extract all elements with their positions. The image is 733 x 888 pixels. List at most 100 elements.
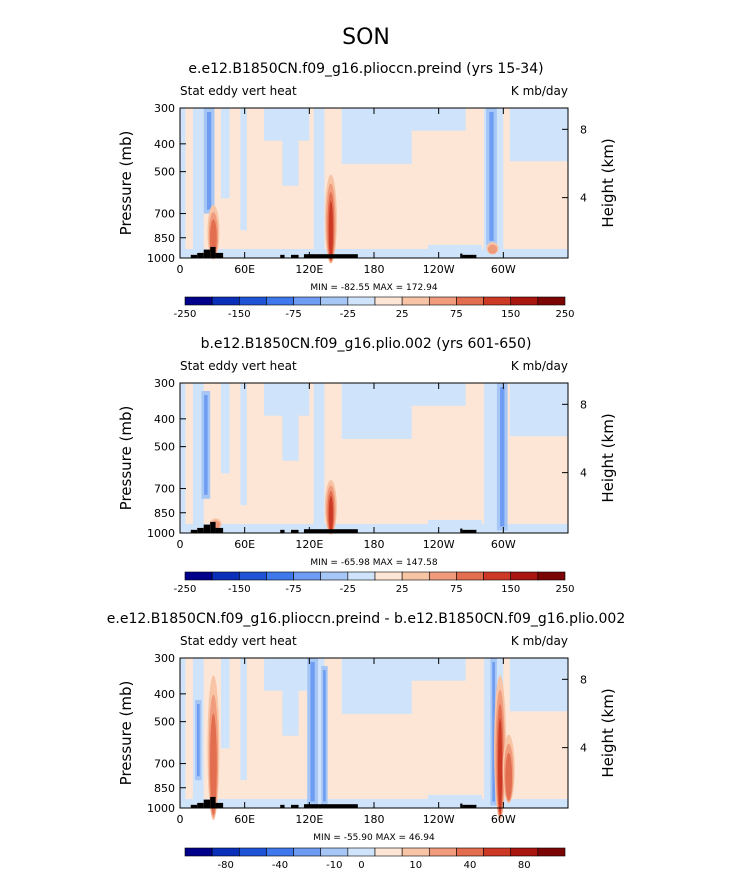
land-block [197, 802, 204, 808]
land-block [462, 529, 477, 533]
contour-region [368, 658, 466, 681]
colorbar-label: 80 [518, 860, 531, 871]
contour-region [509, 383, 568, 437]
y2-tick-label: 8 [580, 673, 587, 686]
min-max-stats: MIN = -65.98 MAX = 147.58 [310, 558, 437, 568]
colorbar-swatch [374, 571, 403, 581]
colorbar-label: 150 [501, 309, 520, 320]
contour-region [509, 658, 568, 712]
colorbar-label: 150 [501, 584, 520, 595]
colorbar-label: -80 [218, 860, 234, 871]
contour-region [368, 108, 466, 131]
x-tick-label: 180 [364, 538, 385, 551]
x-tick-label: 0 [177, 813, 184, 826]
y-tick-label: 400 [154, 138, 175, 151]
y-tick-label: 1000 [147, 527, 175, 540]
land-block [197, 527, 204, 533]
colorbar-label: 0 [358, 860, 364, 871]
y-axis-title: Pressure (mb) [117, 406, 135, 511]
land-block [210, 246, 216, 258]
x-tick-label: 60W [491, 538, 516, 551]
colorbar-swatch [266, 296, 294, 306]
x-tick-label: 60E [234, 263, 255, 276]
y-tick-label: 700 [154, 758, 175, 771]
x-tick-label: 120E [295, 263, 323, 276]
colorbar-swatch [266, 847, 294, 857]
y-tick-label: 700 [154, 208, 175, 221]
y-tick-label: 400 [154, 413, 175, 426]
y-axis-title: Pressure (mb) [117, 681, 135, 786]
land-block [215, 527, 224, 533]
contour-region [192, 108, 204, 258]
land-block [210, 796, 216, 808]
colorbar-swatch [211, 296, 240, 306]
negative-anomaly-core [323, 670, 326, 802]
x-tick-label: 60E [234, 813, 255, 826]
contour-region [313, 108, 325, 258]
y-tick-label: 500 [154, 166, 175, 179]
positive-anomaly [210, 713, 217, 816]
y-tick-label: 1000 [147, 802, 175, 815]
land-block [215, 802, 224, 808]
y2-tick-label: 8 [580, 123, 587, 136]
contour-region [180, 108, 186, 258]
colorbar-label: 40 [464, 860, 477, 871]
colorbar-label: 75 [450, 584, 463, 595]
colorbar-swatch [537, 296, 566, 306]
colorbar-swatch [184, 571, 213, 581]
land-block [215, 252, 224, 258]
colorbar-swatch [347, 847, 376, 857]
negative-anomaly-core [500, 387, 505, 527]
contour-region [180, 658, 186, 808]
colorbar-label: 250 [555, 584, 574, 595]
land-block [462, 804, 477, 808]
colorbar-swatch [456, 847, 484, 857]
x-tick-label: 60E [234, 538, 255, 551]
page-title: SON [342, 25, 390, 50]
colorbar-swatch [320, 296, 349, 306]
negative-anomaly-core [197, 703, 200, 777]
colorbar-label: -250 [174, 584, 197, 595]
y-tick-label: 850 [154, 507, 175, 520]
y-tick-label: 850 [154, 232, 175, 245]
y-tick-label: 400 [154, 688, 175, 701]
y2-tick-label: 4 [580, 467, 587, 480]
units-label: K mb/day [511, 634, 568, 648]
colorbar-swatch [293, 847, 322, 857]
land-block [462, 254, 477, 258]
land-block [460, 528, 463, 533]
y2-axis-title: Height (km) [599, 413, 617, 502]
x-tick-label: 120E [295, 813, 323, 826]
positive-anomaly [328, 496, 333, 533]
land-block [203, 799, 211, 808]
units-label: K mb/day [511, 84, 568, 98]
contour-region [282, 108, 299, 186]
colorbar-swatch [238, 847, 267, 857]
panel-2: b.e12.B1850CN.f09_g16.plio.002 (yrs 601-… [117, 336, 617, 595]
negative-anomaly-core [489, 112, 494, 241]
y-tick-label: 500 [154, 441, 175, 454]
land-block [190, 529, 198, 533]
negative-anomaly-core [310, 662, 315, 802]
contour-region [240, 658, 247, 781]
colorbar-label: -25 [340, 584, 356, 595]
colorbar-label: -75 [285, 584, 301, 595]
colorbar-label: -150 [228, 584, 251, 595]
x-tick-label: 120W [423, 813, 455, 826]
colorbar-swatch [238, 571, 267, 581]
y-tick-label: 300 [154, 102, 175, 115]
colorbar-swatch [537, 571, 566, 581]
positive-anomaly [487, 244, 498, 255]
land-block [280, 529, 285, 533]
colorbar-swatch [293, 296, 322, 306]
contour-region [313, 658, 325, 808]
y-tick-label: 1000 [147, 252, 175, 265]
y-tick-label: 300 [154, 652, 175, 665]
colorbar-swatch [483, 571, 512, 581]
colorbar-label: 75 [450, 309, 463, 320]
field-label: Stat eddy vert heat [180, 634, 297, 648]
negative-anomaly-core [206, 112, 212, 210]
negative-anomaly-core [204, 395, 208, 495]
positive-anomaly [498, 718, 503, 815]
land-block [460, 803, 463, 808]
